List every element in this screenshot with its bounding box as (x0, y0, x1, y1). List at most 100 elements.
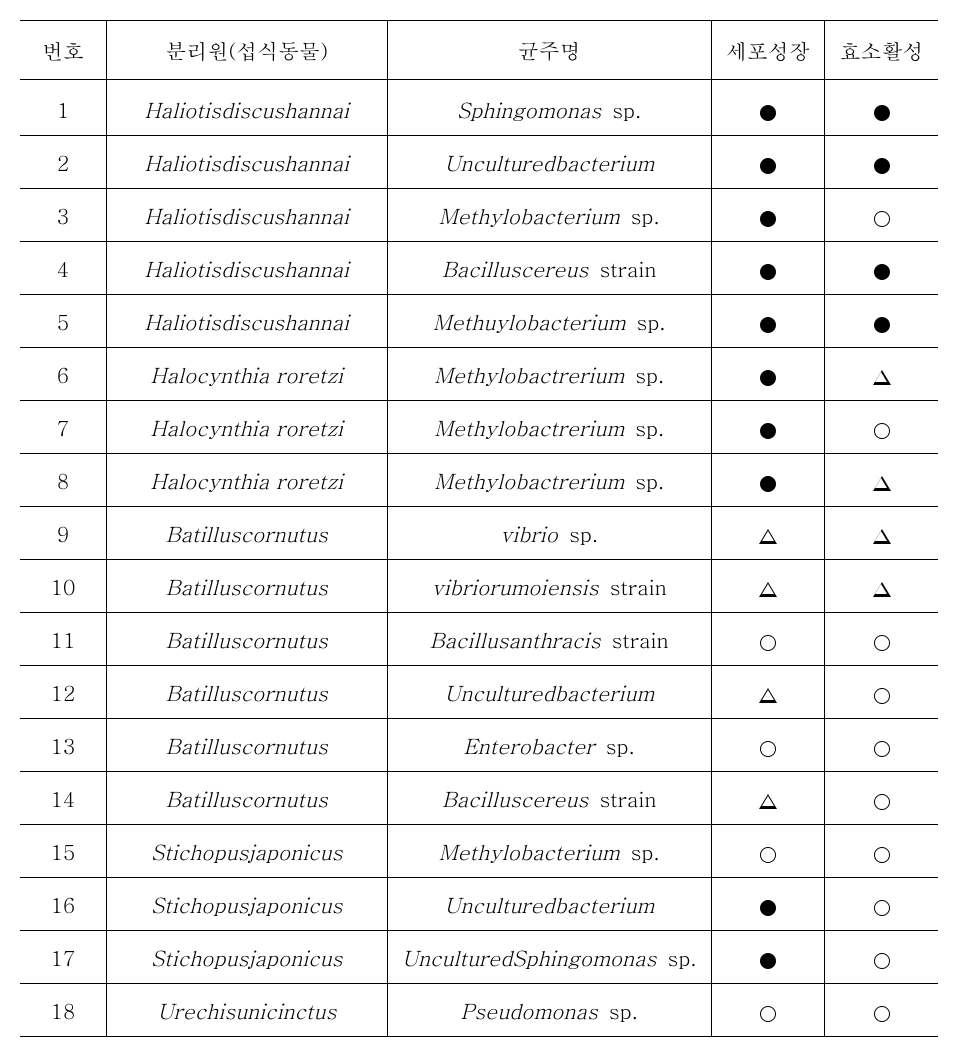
strain-suffix: sp. (602, 995, 638, 1025)
source-name: Halocynthia roretzi (151, 359, 344, 389)
cell-num: 8 (20, 453, 106, 506)
filled-circle-icon (760, 105, 776, 121)
cell-strain: Unculturedbacterium (387, 665, 711, 718)
source-name: Urechisunicinctus (157, 995, 336, 1025)
cell-growth (711, 930, 824, 983)
cell-source: Batilluscornutus (106, 506, 387, 559)
cell-num: 16 (20, 877, 106, 930)
table-header-row: 번호 분리원(섭식동물) 균주명 세포성장 효소활성 (20, 21, 938, 80)
strain-name: Unculturedbacterium (444, 147, 654, 177)
cell-source: Batilluscornutus (106, 718, 387, 771)
strain-name: Methylobacterium (439, 836, 620, 866)
cell-source: Haliotisdiscushannai (106, 83, 387, 136)
strain-suffix: sp. (628, 359, 664, 389)
filled-circle-icon (760, 423, 776, 439)
cell-enzyme (825, 983, 938, 1036)
cell-strain: Methylobactrerium sp. (387, 400, 711, 453)
cell-source: Halocynthia roretzi (106, 400, 387, 453)
strain-name: vibrio (500, 518, 558, 548)
table-row: 15 Stichopusjaponicus Methylobacterium sp. (20, 824, 938, 877)
cell-strain: Bacilluscereus strain (387, 771, 711, 824)
open-circle-icon (760, 847, 776, 863)
open-triangle-icon (873, 582, 891, 597)
header-num: 번호 (20, 21, 106, 80)
open-circle-icon (874, 688, 890, 704)
open-triangle-icon (873, 370, 891, 385)
open-triangle-icon (759, 582, 777, 597)
source-name: Haliotisdiscushannai (145, 147, 350, 177)
table-row: 4HaliotisdiscushannaiBacilluscereus stra… (20, 241, 938, 294)
cell-strain: Methylobactrerium sp. (387, 347, 711, 400)
strain-suffix: sp. (623, 836, 659, 866)
strain-name: Methylobactrerium (434, 465, 624, 495)
cell-growth (711, 506, 824, 559)
cell-growth (711, 83, 824, 136)
header-enzyme: 효소활성 (825, 21, 938, 80)
cell-num: 3 (20, 188, 106, 241)
cell-num: 6 (20, 347, 106, 400)
strain-name: UnculturedSphingomonas (402, 942, 657, 972)
strain-suffix: sp. (623, 200, 659, 230)
open-circle-icon (760, 635, 776, 651)
cell-num: 17 (20, 930, 106, 983)
open-circle-icon (874, 847, 890, 863)
cell-growth (711, 665, 824, 718)
strain-name: Unculturedbacterium (444, 889, 654, 919)
cell-enzyme (825, 771, 938, 824)
open-triangle-icon (759, 529, 777, 544)
cell-enzyme (825, 612, 938, 665)
cell-strain: Methylobacterium sp. (387, 824, 711, 877)
table-row: 5HaliotisdiscushannaiMethuylobacterium s… (20, 294, 938, 347)
cell-enzyme (825, 400, 938, 453)
cell-enzyme (825, 877, 938, 930)
cell-num: 2 (20, 135, 106, 188)
cell-enzyme (825, 83, 938, 136)
table-body: 1HaliotisdiscushannaiSphingomonas sp.2Ha… (20, 83, 938, 1037)
cell-enzyme (825, 718, 938, 771)
filled-circle-icon (760, 211, 776, 227)
cell-strain: Bacilluscereus strain (387, 241, 711, 294)
cell-growth (711, 188, 824, 241)
cell-num: 15 (20, 824, 106, 877)
strain-suffix: sp. (605, 94, 641, 124)
open-circle-icon (874, 423, 890, 439)
open-triangle-icon (873, 476, 891, 491)
cell-num: 18 (20, 983, 106, 1036)
cell-growth (711, 718, 824, 771)
source-name: Batilluscornutus (166, 783, 328, 813)
table-row: 2 Haliotisdiscushannai Unculturedbacterium (20, 135, 938, 188)
filled-circle-icon (760, 158, 776, 174)
cell-source: Stichopusjaponicus (106, 824, 387, 877)
table-row: 13BatilluscornutusEnterobacter sp. (20, 718, 938, 771)
strain-name: Methylobactrerium (434, 359, 624, 389)
table-row: 7Halocynthia roretziMethylobactrerium sp… (20, 400, 938, 453)
cell-strain: Unculturedbacterium (387, 135, 711, 188)
cell-num: 13 (20, 718, 106, 771)
open-circle-icon (874, 794, 890, 810)
strain-name: Methuylobacterium (433, 306, 626, 336)
cell-growth (711, 400, 824, 453)
source-name: Stichopusjaponicus (151, 942, 342, 972)
open-circle-icon (874, 900, 890, 916)
strain-suffix: sp. (562, 518, 598, 548)
open-circle-icon (874, 741, 890, 757)
cell-enzyme (825, 665, 938, 718)
cell-enzyme (825, 188, 938, 241)
header-strain: 균주명 (387, 21, 711, 80)
cell-num: 1 (20, 83, 106, 136)
cell-strain: Pseudomonas sp. (387, 983, 711, 1036)
cell-num: 12 (20, 665, 106, 718)
cell-num: 5 (20, 294, 106, 347)
cell-strain: Enterobacter sp. (387, 718, 711, 771)
cell-strain: Methylobacterium sp. (387, 188, 711, 241)
cell-source: Batilluscornutus (106, 771, 387, 824)
source-name: Stichopusjaponicus (151, 836, 342, 866)
cell-enzyme (825, 506, 938, 559)
cell-strain: UnculturedSphingomonas sp. (387, 930, 711, 983)
table-row: 11BatilluscornutusBacillusanthracis stra… (20, 612, 938, 665)
filled-circle-icon (760, 317, 776, 333)
strain-suffix: sp. (629, 306, 665, 336)
cell-enzyme (825, 135, 938, 188)
strain-suffix: sp. (660, 942, 696, 972)
filled-circle-icon (760, 900, 776, 916)
